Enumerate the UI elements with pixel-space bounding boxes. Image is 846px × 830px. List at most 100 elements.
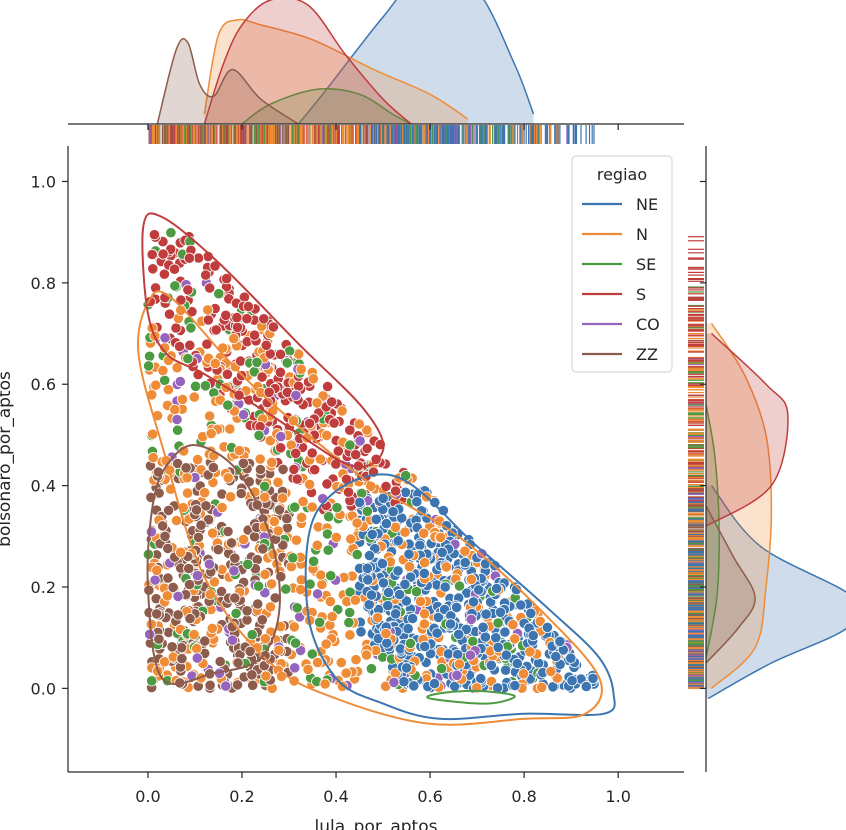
point-SE [185,322,197,334]
point-NE [392,535,404,547]
point-NE [428,677,441,690]
point-ZZ [157,520,169,532]
point-ZZ [199,635,211,647]
point-ZZ [212,544,224,556]
point-S [326,396,338,408]
point-N [188,628,200,641]
point-NE [431,627,443,639]
point-CO [311,588,324,600]
point-SE [242,558,254,570]
point-SE [289,637,302,649]
point-NE [565,652,577,664]
point-N [465,573,477,586]
point-N [311,656,324,669]
point-N [434,531,447,544]
y-tick-label: 0.2 [31,578,56,597]
point-N [222,472,234,484]
point-S [350,449,362,461]
point-S [361,442,373,455]
point-N [176,393,189,406]
point-N [380,627,392,640]
point-S [220,309,232,321]
point-NE [439,581,451,593]
point-N [319,678,331,690]
point-SE [143,360,155,372]
point-N [162,384,174,396]
point-NE [480,608,492,620]
legend-label-N: N [636,225,648,244]
point-N [170,514,183,527]
point-NE [494,606,506,618]
point-SE [251,356,263,368]
point-S [275,442,287,454]
point-N [259,633,271,645]
point-S [274,348,287,360]
point-N [272,525,284,537]
point-ZZ [229,552,241,564]
point-NE [436,546,448,559]
marginal-right [706,322,846,700]
point-ZZ [172,609,184,621]
point-S [234,355,247,367]
y-tick-label: 0.4 [31,477,56,496]
point-SE [253,429,265,441]
point-ZZ [281,513,293,525]
point-ZZ [183,562,195,575]
point-NE [414,539,426,551]
point-N [254,453,266,465]
point-SE [146,675,158,687]
point-ZZ [176,653,188,665]
legend-title: regiao [597,165,647,184]
point-N [295,511,308,524]
y-axis-label: bolsonaro_por_aptos [0,371,15,547]
point-N [324,595,336,608]
point-N [440,561,452,573]
point-S [288,463,300,475]
point-SE [322,544,334,556]
point-NE [418,567,430,580]
point-N [238,533,250,546]
point-N [147,428,159,440]
point-N [344,629,356,641]
point-S [168,263,181,275]
point-CO [451,669,463,681]
point-N [295,583,307,596]
legend-label-ZZ: ZZ [636,345,658,364]
point-ZZ [204,679,216,691]
point-NE [400,662,413,674]
point-NE [363,549,376,562]
x-tick-label: 0.0 [135,787,160,806]
point-SE [182,352,194,365]
legend: regiao NE N SE S CO ZZ [571,155,673,373]
point-S [242,300,254,313]
marginal-x-line-ZZ [156,38,299,124]
point-NE [363,599,375,611]
point-ZZ [277,539,289,551]
point-CO [388,676,400,689]
point-NE [444,618,457,630]
y-tick-label: 1.0 [31,172,56,191]
rug-top [148,125,595,144]
point-N [306,501,318,513]
point-S [344,424,356,436]
point-NE [515,599,527,611]
point-N [350,654,362,666]
point-S [389,485,402,497]
point-S [202,314,214,326]
point-NE [376,558,388,570]
point-N [147,451,159,464]
point-NE [377,492,389,504]
point-NE [403,548,415,560]
point-S [309,464,321,476]
point-N [317,390,329,402]
point-N [266,456,278,468]
point-S [290,447,302,459]
point-N [209,357,221,370]
point-N [536,681,548,693]
point-N [403,561,416,573]
point-N [199,487,211,499]
legend-label-S: S [636,285,646,304]
point-CO [220,680,232,692]
point-SE [492,617,504,629]
